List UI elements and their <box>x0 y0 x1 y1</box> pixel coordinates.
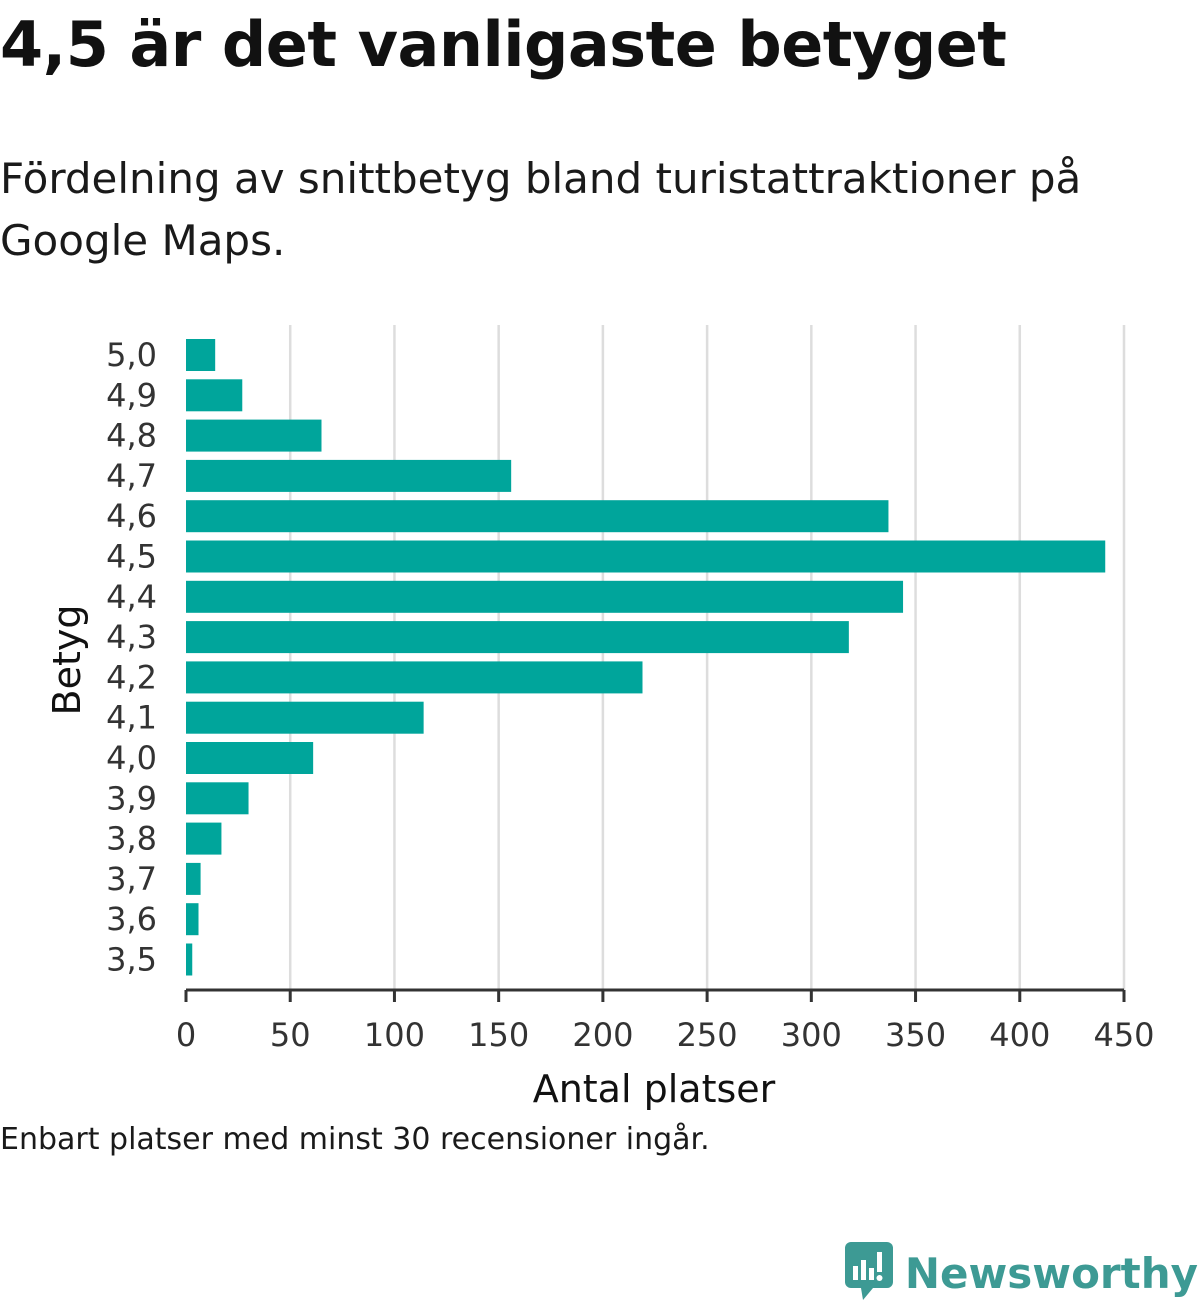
x-tick-label: 300 <box>781 1016 842 1054</box>
bars <box>186 339 1106 976</box>
x-axis-label: Antal platser <box>533 1067 776 1111</box>
footnote: Enbart platser med minst 30 recensioner … <box>0 1122 710 1157</box>
y-tick-label: 4,1 <box>106 699 157 737</box>
brand-name: Newsworthy <box>904 1248 1198 1298</box>
bar <box>186 540 1106 573</box>
chart-subtitle: Fördelning av snittbetyg bland turistatt… <box>0 154 1082 265</box>
bar <box>186 621 849 654</box>
bar <box>186 459 512 492</box>
bar <box>186 862 201 895</box>
bar <box>186 742 314 774</box>
y-tick-label: 4,9 <box>106 376 157 414</box>
x-tick-label: 0 <box>176 1016 196 1054</box>
chart-title: 4,5 är det vanligaste betyget <box>0 8 1007 81</box>
x-tick-label: 250 <box>677 1016 738 1054</box>
bar <box>186 500 889 533</box>
y-tick-label: 4,5 <box>106 538 157 576</box>
bar <box>186 580 904 613</box>
bar <box>186 822 222 855</box>
bar <box>186 339 216 371</box>
x-tick-label: 350 <box>885 1016 946 1054</box>
y-tick-label: 3,7 <box>106 860 157 898</box>
y-tick-label: 3,9 <box>106 779 157 817</box>
y-tick-label: 4,6 <box>106 497 157 535</box>
x-tick-label: 400 <box>989 1016 1050 1054</box>
newsworthy-logo-icon <box>843 1240 895 1306</box>
y-tick-label: 4,3 <box>106 618 157 656</box>
y-tick-label: 4,8 <box>106 417 157 455</box>
bar-chart: 5,04,94,84,74,64,54,44,34,24,14,03,93,83… <box>45 325 1155 1111</box>
y-tick-label: 3,6 <box>106 900 157 938</box>
bar <box>186 661 643 694</box>
x-tick-label: 450 <box>1093 1016 1154 1054</box>
y-tick-label: 5,0 <box>106 336 157 374</box>
gridlines <box>288 325 1126 990</box>
bar <box>186 419 322 452</box>
x-tick-labels: 0 50 100 150 200 250 300 350 400 450 <box>176 1016 1155 1054</box>
y-axis-label: Betyg <box>45 605 89 716</box>
x-axis <box>184 988 1126 1002</box>
x-tick-label: 100 <box>364 1016 425 1054</box>
x-tick-label: 200 <box>572 1016 633 1054</box>
y-tick-label: 3,5 <box>106 941 157 979</box>
y-tick-labels: 5,04,94,84,74,64,54,44,34,24,14,03,93,83… <box>106 336 157 979</box>
x-tick-label: 150 <box>468 1016 529 1054</box>
y-tick-label: 4,2 <box>106 658 157 696</box>
x-tick-label: 50 <box>270 1016 311 1054</box>
y-tick-label: 4,0 <box>106 739 157 777</box>
y-tick-label: 4,7 <box>106 457 157 495</box>
y-tick-label: 3,8 <box>106 820 157 858</box>
bar <box>186 782 249 815</box>
bar <box>186 943 193 976</box>
bar <box>186 903 199 936</box>
bar <box>186 701 424 734</box>
y-tick-label: 4,4 <box>106 578 157 616</box>
bar <box>186 379 243 412</box>
brand-logo: Newsworthy <box>843 1238 1198 1308</box>
